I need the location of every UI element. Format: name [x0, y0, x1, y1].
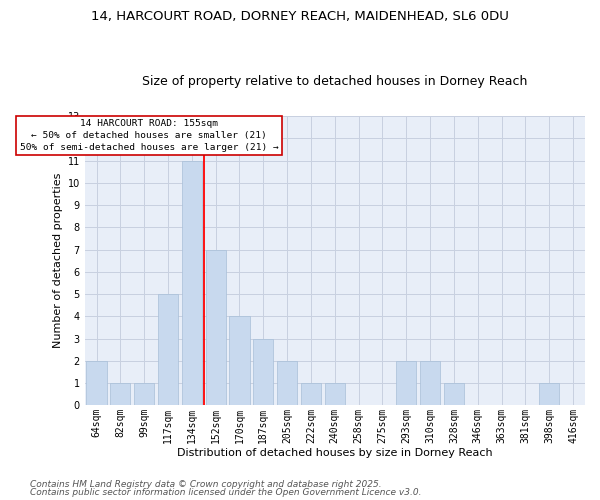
Bar — [206, 250, 226, 406]
Text: Contains HM Land Registry data © Crown copyright and database right 2025.: Contains HM Land Registry data © Crown c… — [30, 480, 382, 489]
Bar — [420, 361, 440, 406]
Bar — [158, 294, 178, 406]
Bar — [182, 160, 202, 406]
Y-axis label: Number of detached properties: Number of detached properties — [53, 173, 63, 348]
Text: Contains public sector information licensed under the Open Government Licence v3: Contains public sector information licen… — [30, 488, 421, 497]
Bar — [134, 383, 154, 406]
Title: Size of property relative to detached houses in Dorney Reach: Size of property relative to detached ho… — [142, 76, 527, 88]
Text: 14, HARCOURT ROAD, DORNEY REACH, MAIDENHEAD, SL6 0DU: 14, HARCOURT ROAD, DORNEY REACH, MAIDENH… — [91, 10, 509, 23]
Bar — [277, 361, 297, 406]
Bar — [539, 383, 559, 406]
Bar — [110, 383, 130, 406]
Bar — [396, 361, 416, 406]
Bar — [325, 383, 345, 406]
Bar — [229, 316, 250, 406]
Text: 14 HARCOURT ROAD: 155sqm
← 50% of detached houses are smaller (21)
50% of semi-d: 14 HARCOURT ROAD: 155sqm ← 50% of detach… — [20, 120, 278, 152]
Bar — [444, 383, 464, 406]
Bar — [86, 361, 107, 406]
X-axis label: Distribution of detached houses by size in Dorney Reach: Distribution of detached houses by size … — [177, 448, 493, 458]
Bar — [301, 383, 321, 406]
Bar — [253, 338, 274, 406]
